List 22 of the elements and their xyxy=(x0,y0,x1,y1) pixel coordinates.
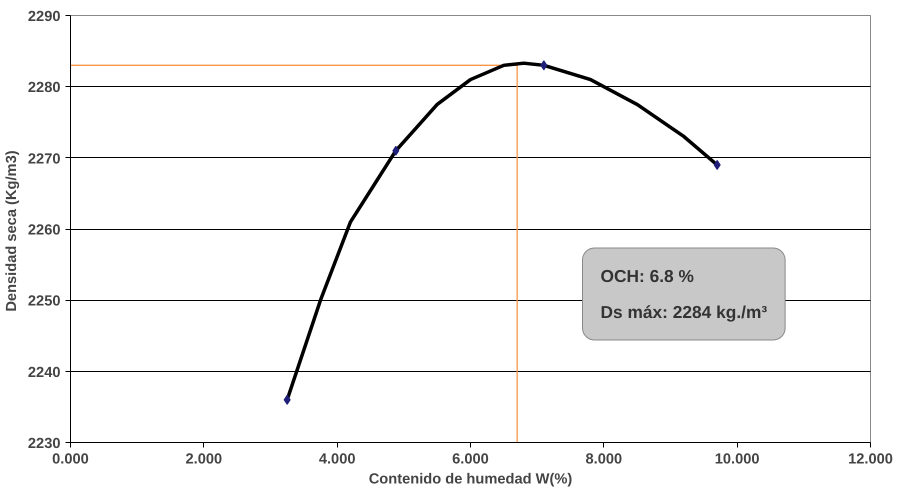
x-tick-label: 8.000 xyxy=(585,452,622,468)
y-tick-label: 2290 xyxy=(28,9,61,25)
y-tick-label: 2250 xyxy=(28,294,61,310)
y-tick-label: 2260 xyxy=(28,222,61,238)
x-tick-label: 10.000 xyxy=(714,452,760,468)
y-tick-label: 2280 xyxy=(28,80,61,96)
point xyxy=(284,394,291,405)
x-axis-title: Contenido de humedad W(%) xyxy=(368,472,572,488)
x-tick-label: 12.000 xyxy=(848,452,893,468)
annotation: OCH: 6.8 % xyxy=(600,266,694,286)
y-tick-label: 2240 xyxy=(28,364,61,381)
y-tick-label: 2270 xyxy=(28,151,61,168)
annotation: Ds máx: 2284 kg./m³ xyxy=(600,302,768,322)
x-tick-label: 6.000 xyxy=(452,452,489,468)
x-tick-label: 2.000 xyxy=(185,452,222,468)
x-tick-label: 0.000 xyxy=(52,452,89,468)
y-tick-label: 2230 xyxy=(28,436,61,452)
point xyxy=(540,60,548,70)
point xyxy=(392,146,400,156)
point xyxy=(714,160,721,170)
y-axis-title: Densidad seca (Kg/m3) xyxy=(4,150,20,312)
x-tick-label: 4.000 xyxy=(318,452,356,468)
